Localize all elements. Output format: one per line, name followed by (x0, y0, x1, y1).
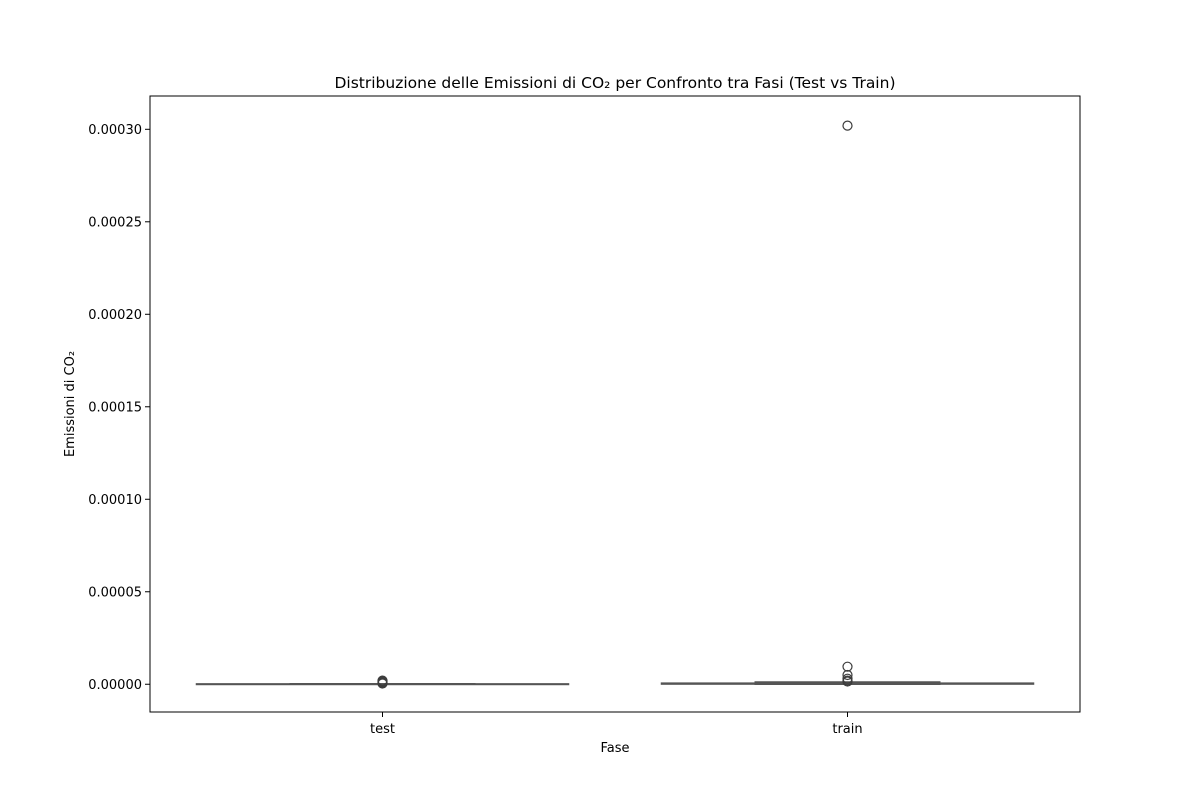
box-test (195, 675, 570, 689)
x-axis-label: Fase (600, 741, 629, 756)
y-tick-label: 0.00030 (88, 123, 142, 138)
outlier-point (377, 675, 388, 686)
outlier-point (842, 669, 853, 681)
chart-title: Distribuzione delle Emissioni di CO₂ per… (334, 74, 895, 92)
y-tick-label: 0.00005 (88, 585, 142, 600)
y-tick-label: 0.00010 (88, 493, 142, 508)
y-axis-label: Emissioni di CO₂ (63, 351, 78, 457)
outlier-point (842, 120, 853, 131)
plot-frame (149, 95, 1081, 713)
x-tick-label: train (832, 722, 862, 737)
box-train (660, 120, 1035, 687)
x-tick-label: test (370, 722, 395, 737)
y-tick-label: 0.00020 (88, 308, 142, 323)
y-tick-label: 0.00015 (88, 400, 142, 415)
outlier-point (842, 673, 853, 684)
y-tick-label: 0.00025 (88, 215, 142, 230)
y-axis: 0.00000 0.00005 0.00010 0.00015 0.00020 0.000… (88, 123, 150, 693)
outlier-point (842, 661, 853, 672)
y-tick-label: 0.00000 (88, 678, 142, 693)
x-axis: test train (370, 712, 863, 737)
plot-area (195, 120, 1035, 689)
